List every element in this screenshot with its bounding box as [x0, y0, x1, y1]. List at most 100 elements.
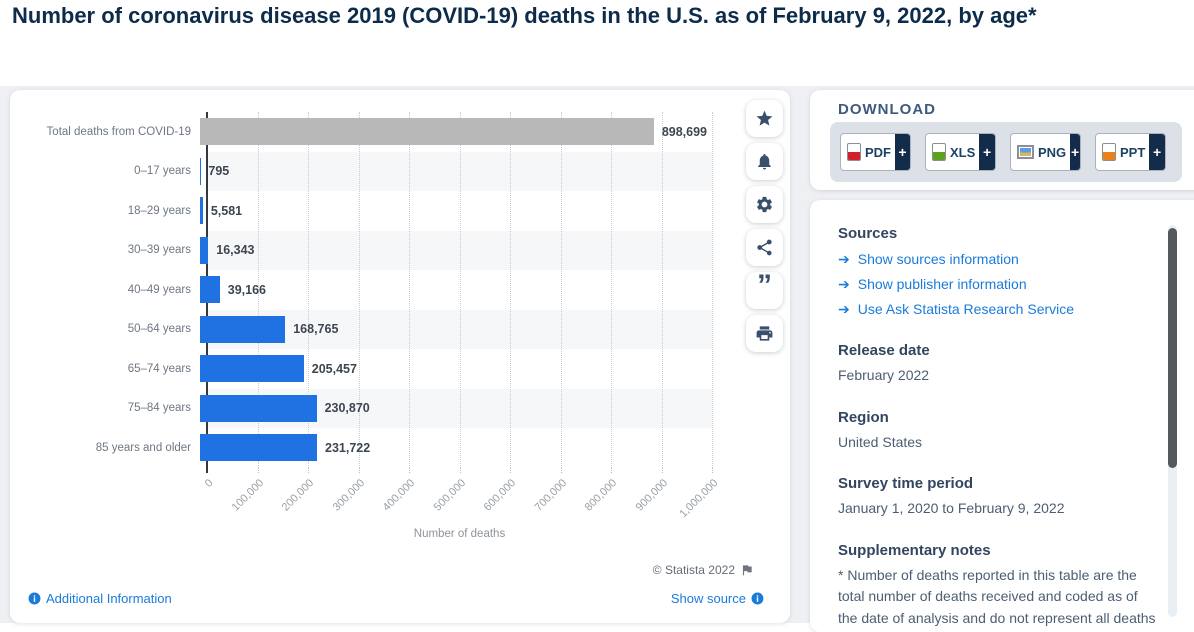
chart-row: 30–39 years 16,343: [30, 231, 720, 271]
supplementary-notes-text: * Number of deaths reported in this tabl…: [838, 565, 1160, 632]
show-sources-information-link[interactable]: ➔ Show sources information: [838, 248, 1164, 270]
info-icon: [751, 592, 764, 605]
y-axis-category-label: 85 years and older: [30, 442, 199, 454]
x-axis-tick-label: 900,000: [633, 477, 670, 514]
x-axis-tick-label: 600,000: [482, 477, 519, 514]
download-pdf-button[interactable]: PDF +: [840, 133, 911, 171]
bell-icon: [755, 152, 774, 171]
y-axis-category-label: 50–64 years: [30, 323, 199, 335]
axis-tick: [712, 468, 713, 473]
chart-row: 75–84 years230,870: [30, 389, 720, 429]
bar-chart: Total deaths from COVID-19898,6990–17 ye…: [30, 112, 720, 602]
x-axis-tick-label: 0: [203, 477, 216, 490]
bar-track: 898,699: [199, 112, 704, 152]
release-date-heading: Release date: [838, 342, 1164, 359]
y-axis-category-label: 0–17 years: [30, 165, 199, 177]
download-panel: PDF + XLS + PNG + PPT +: [830, 122, 1182, 182]
share-icon: [755, 238, 774, 257]
axis-tick: [510, 468, 511, 473]
favorite-button[interactable]: [746, 100, 783, 137]
quote-icon: ”: [757, 281, 772, 301]
x-axis-tick-label: 400,000: [381, 477, 418, 514]
chart-row: 18–29 years 5,581: [30, 191, 720, 231]
print-icon: [755, 324, 774, 343]
alerts-button[interactable]: [746, 143, 783, 180]
share-button[interactable]: [746, 229, 783, 266]
y-axis-category-label: 18–29 years: [30, 205, 199, 217]
flag-icon: [740, 563, 754, 577]
supplementary-notes-heading: Supplementary notes: [838, 542, 1164, 559]
ask-statista-research-service-link[interactable]: ➔ Use Ask Statista Research Service: [838, 298, 1164, 320]
bar: [200, 395, 317, 422]
plus-badge[interactable]: +: [1070, 134, 1080, 170]
y-axis-category-label: 65–74 years: [30, 363, 199, 375]
bar: [200, 316, 285, 343]
axis-tick: [258, 468, 259, 473]
scrollbar-thumb[interactable]: [1168, 228, 1177, 468]
bar: [200, 434, 317, 461]
bar: [200, 158, 201, 185]
page-title: Number of coronavirus disease 2019 (COVI…: [12, 0, 1177, 31]
x-axis-tick-label: 100,000: [229, 477, 266, 514]
x-axis-title: Number of deaths: [207, 528, 712, 540]
show-source-link[interactable]: Show source: [671, 591, 764, 606]
axis-tick: [308, 468, 309, 473]
bar-value-label: 168,765: [293, 322, 338, 336]
x-axis-tick-label: 300,000: [330, 477, 367, 514]
info-icon: [28, 592, 41, 605]
plus-badge[interactable]: +: [1149, 134, 1165, 170]
bar: [200, 197, 203, 224]
settings-button[interactable]: [746, 186, 783, 223]
region-heading: Region: [838, 409, 1164, 426]
axis-tick: [611, 468, 612, 473]
bar-value-label: 16,343: [216, 243, 254, 257]
star-icon: [755, 109, 774, 128]
plus-badge[interactable]: +: [895, 134, 910, 170]
bar-track: 230,870: [199, 389, 704, 429]
survey-time-period-heading: Survey time period: [838, 475, 1164, 492]
region-value: United States: [838, 432, 1160, 454]
x-axis-tick-label: 800,000: [583, 477, 620, 514]
x-axis-tick-label: 1,000,000: [677, 477, 720, 520]
png-image-icon: [1017, 145, 1034, 159]
bar: [200, 355, 304, 382]
chart-toolbar: ”: [746, 100, 783, 352]
chart-footer: Additional Information Show source: [28, 591, 764, 606]
sources-heading: Sources: [838, 225, 1164, 242]
bar-track: 5,581: [199, 191, 704, 231]
bar-value-label: 5,581: [211, 204, 242, 218]
download-ppt-button[interactable]: PPT +: [1095, 133, 1166, 171]
pdf-file-icon: [847, 143, 861, 161]
print-button[interactable]: [746, 315, 783, 352]
bar-track: 39,166: [199, 270, 704, 310]
chart-row: Total deaths from COVID-19898,699: [30, 112, 720, 152]
download-xls-button[interactable]: XLS +: [925, 133, 996, 171]
x-axis-tick-label: 200,000: [280, 477, 317, 514]
release-date-value: February 2022: [838, 365, 1160, 387]
bar: [200, 118, 654, 145]
arrow-icon: ➔: [838, 273, 850, 295]
chart-row: 40–49 years39,166: [30, 270, 720, 310]
bar-value-label: 39,166: [228, 283, 266, 297]
citation-button[interactable]: ”: [746, 272, 783, 309]
show-publisher-information-link[interactable]: ➔ Show publisher information: [838, 273, 1164, 295]
copyright: © Statista 2022: [653, 563, 754, 577]
bar-track: 795: [199, 152, 704, 192]
additional-information-link[interactable]: Additional Information: [28, 591, 172, 606]
metadata-card: Sources ➔ Show sources information ➔ Sho…: [810, 200, 1194, 632]
bar: [200, 276, 220, 303]
axis-tick: [359, 468, 360, 473]
copyright-text: © Statista 2022: [653, 563, 735, 577]
axis-tick: [409, 468, 410, 473]
plus-badge[interactable]: +: [979, 134, 995, 170]
download-png-button[interactable]: PNG +: [1010, 133, 1081, 171]
bar-value-label: 231,722: [325, 441, 370, 455]
axis-tick: [662, 468, 663, 473]
chart-row: 0–17 years795: [30, 152, 720, 192]
x-axis: 0100,000200,000300,000400,000500,000600,…: [207, 468, 712, 532]
arrow-icon: ➔: [838, 248, 850, 270]
chart-card: Total deaths from COVID-19898,6990–17 ye…: [10, 90, 790, 623]
arrow-icon: ➔: [838, 298, 850, 320]
bar-track: 231,722: [199, 428, 704, 468]
y-axis-category-label: 30–39 years: [30, 244, 199, 256]
